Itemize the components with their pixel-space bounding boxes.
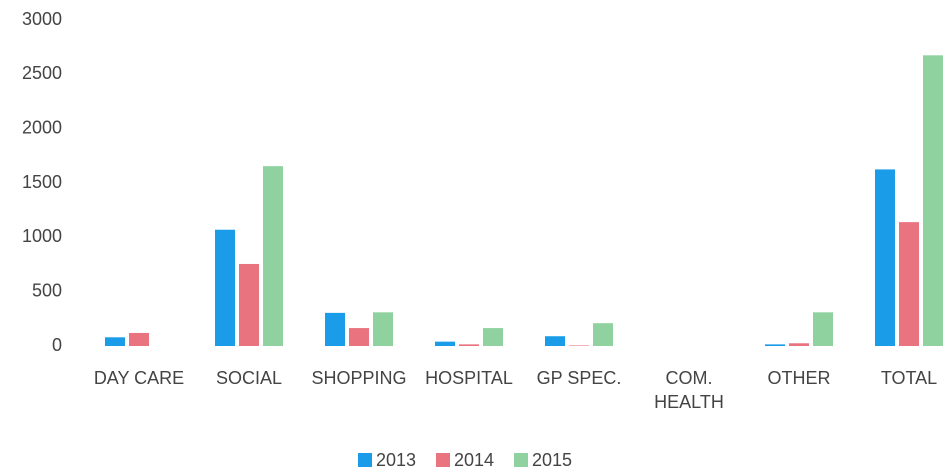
x-tick-label: COM. HEALTH (654, 368, 724, 412)
y-tick-label: 3000 (22, 9, 62, 29)
y-tick-label: 2500 (22, 63, 62, 83)
bar (373, 312, 393, 346)
x-tick-label: DAY CARE (93, 368, 185, 388)
bar (483, 328, 503, 346)
bar (899, 222, 919, 346)
bar (325, 312, 345, 346)
bar (923, 55, 943, 347)
x-tick-label: OTHER (767, 368, 831, 388)
bar (459, 344, 479, 346)
x-tick-label: HOSPITAL (425, 368, 513, 388)
bar (593, 323, 613, 346)
legend-label: 2014 (454, 450, 494, 470)
bar (789, 343, 809, 346)
x-tick-label: GP SPEC. (536, 368, 622, 388)
bar (215, 229, 235, 346)
bar (263, 166, 283, 346)
y-tick-label: 0 (52, 335, 62, 355)
bar (239, 263, 259, 346)
y-tick-label: 1500 (22, 172, 62, 192)
bar (129, 332, 149, 346)
y-tick-label: 500 (32, 280, 62, 300)
bar (875, 169, 895, 346)
bar (813, 312, 833, 346)
bar (105, 337, 125, 346)
legend-label: 2015 (532, 450, 572, 470)
bar (765, 344, 785, 346)
bar (569, 345, 589, 346)
x-tick-label: SOCIAL (215, 368, 283, 388)
bar (545, 336, 565, 346)
legend-swatch (436, 453, 450, 467)
x-tick-label: TOTAL (880, 368, 938, 388)
bar (349, 328, 369, 346)
x-tick-label: SHOPPING (311, 368, 407, 388)
legend-swatch (514, 453, 528, 467)
bar (435, 341, 455, 346)
y-tick-label: 1000 (22, 226, 62, 246)
legend-swatch (358, 453, 372, 467)
y-tick-label: 2000 (22, 117, 62, 137)
legend-label: 2013 (376, 450, 416, 470)
